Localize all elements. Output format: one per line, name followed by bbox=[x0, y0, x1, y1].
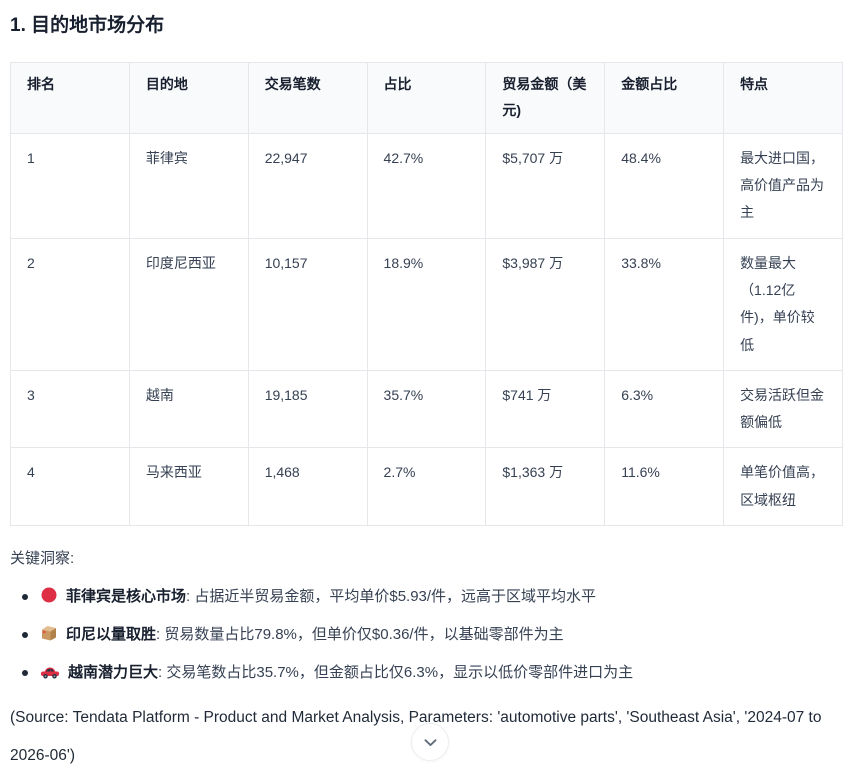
cell-rank: 4 bbox=[10, 447, 130, 527]
cell-features: 最大进口国，高价值产品为主 bbox=[723, 132, 843, 239]
destination-market-table: 排名 目的地 交易笔数 占比 贸易金额（美元) 金额占比 特点 1 菲律宾 22… bbox=[10, 62, 843, 527]
scroll-to-bottom-button[interactable] bbox=[411, 723, 449, 761]
cell-destination: 印度尼西亚 bbox=[128, 237, 249, 371]
cell-share: 18.9% bbox=[366, 237, 487, 371]
cell-destination: 越南 bbox=[128, 369, 249, 449]
col-header-trade-amount: 贸易金额（美元) bbox=[485, 62, 606, 134]
cell-share: 42.7% bbox=[366, 132, 487, 239]
insight-title: 越南潜力巨大 bbox=[68, 664, 159, 682]
table-row: 1 菲律宾 22,947 42.7% $5,707 万 48.4% 最大进口国，… bbox=[10, 132, 843, 239]
insight-text: : 交易笔数占比35.7%，但金额占比仅6.3%，显示以低价零部件进口为主 bbox=[158, 664, 634, 682]
cell-amount-share: 6.3% bbox=[604, 369, 725, 449]
cell-transactions: 10,157 bbox=[247, 237, 368, 371]
col-header-destination: 目的地 bbox=[128, 62, 249, 134]
insight-title: 菲律宾是核心市场 bbox=[66, 588, 187, 606]
col-header-transactions: 交易笔数 bbox=[247, 62, 368, 134]
table-row: 3 越南 19,185 35.7% $741 万 6.3% 交易活跃但金额偏低 bbox=[10, 369, 843, 449]
cell-trade-amount: $1,363 万 bbox=[485, 447, 606, 527]
cell-share: 35.7% bbox=[366, 369, 487, 449]
cell-amount-share: 33.8% bbox=[604, 237, 725, 371]
table-row: 2 印度尼西亚 10,157 18.9% $3,987 万 33.8% 数量最大… bbox=[10, 237, 843, 371]
insights-list: 菲律宾是核心市场: 占据近半贸易金额，平均单价$5.93/件，远高于区域平均水平… bbox=[10, 585, 849, 684]
list-item: 越南潜力巨大: 交易笔数占比35.7%，但金额占比仅6.3%，显示以低价零部件进… bbox=[22, 661, 849, 684]
cell-trade-amount: $3,987 万 bbox=[485, 237, 606, 371]
cell-features: 交易活跃但金额偏低 bbox=[723, 369, 843, 449]
cell-amount-share: 48.4% bbox=[604, 132, 725, 239]
cell-transactions: 22,947 bbox=[247, 132, 368, 239]
cell-transactions: 19,185 bbox=[247, 369, 368, 449]
list-item: 菲律宾是核心市场: 占据近半贸易金额，平均单价$5.93/件，远高于区域平均水平 bbox=[22, 585, 849, 608]
red-circle-icon bbox=[40, 586, 58, 604]
col-header-amount-share: 金额占比 bbox=[604, 62, 725, 134]
col-header-features: 特点 bbox=[723, 62, 843, 134]
chevron-down-icon bbox=[422, 734, 439, 751]
cell-features: 数量最大（1.12亿件)，单价较低 bbox=[723, 237, 843, 371]
page-title: 1. 目的地市场分布 bbox=[10, 15, 165, 36]
table-header-row: 排名 目的地 交易笔数 占比 贸易金额（美元) 金额占比 特点 bbox=[10, 62, 843, 134]
insight-title: 印尼以量取胜 bbox=[66, 626, 157, 644]
cell-amount-share: 11.6% bbox=[604, 447, 725, 527]
col-header-rank: 排名 bbox=[10, 62, 130, 134]
cell-destination: 马来西亚 bbox=[128, 447, 249, 527]
cell-rank: 2 bbox=[10, 237, 130, 371]
cell-features: 单笔价值高，区域枢纽 bbox=[723, 447, 843, 527]
cell-trade-amount: $5,707 万 bbox=[485, 132, 606, 239]
cell-share: 2.7% bbox=[366, 447, 487, 527]
cell-rank: 1 bbox=[10, 132, 130, 239]
cell-destination: 菲律宾 bbox=[128, 132, 249, 239]
cell-rank: 3 bbox=[10, 369, 130, 449]
cell-trade-amount: $741 万 bbox=[485, 369, 606, 449]
package-icon bbox=[40, 624, 58, 642]
table-row: 4 马来西亚 1,468 2.7% $1,363 万 11.6% 单笔价值高，区… bbox=[10, 447, 843, 527]
insight-text: : 贸易数量占比79.8%，但单价仅$0.36/件，以基础零部件为主 bbox=[156, 626, 564, 644]
car-icon bbox=[40, 665, 60, 680]
cell-transactions: 1,468 bbox=[247, 447, 368, 527]
insights-label: 关键洞察: bbox=[10, 550, 75, 568]
col-header-share: 占比 bbox=[366, 62, 487, 134]
insight-text: : 占据近半贸易金额，平均单价$5.93/件，远高于区域平均水平 bbox=[186, 588, 597, 606]
list-item: 印尼以量取胜: 贸易数量占比79.8%，但单价仅$0.36/件，以基础零部件为主 bbox=[22, 623, 849, 646]
source-citation: (Source: Tendata Platform - Product and … bbox=[10, 709, 822, 765]
